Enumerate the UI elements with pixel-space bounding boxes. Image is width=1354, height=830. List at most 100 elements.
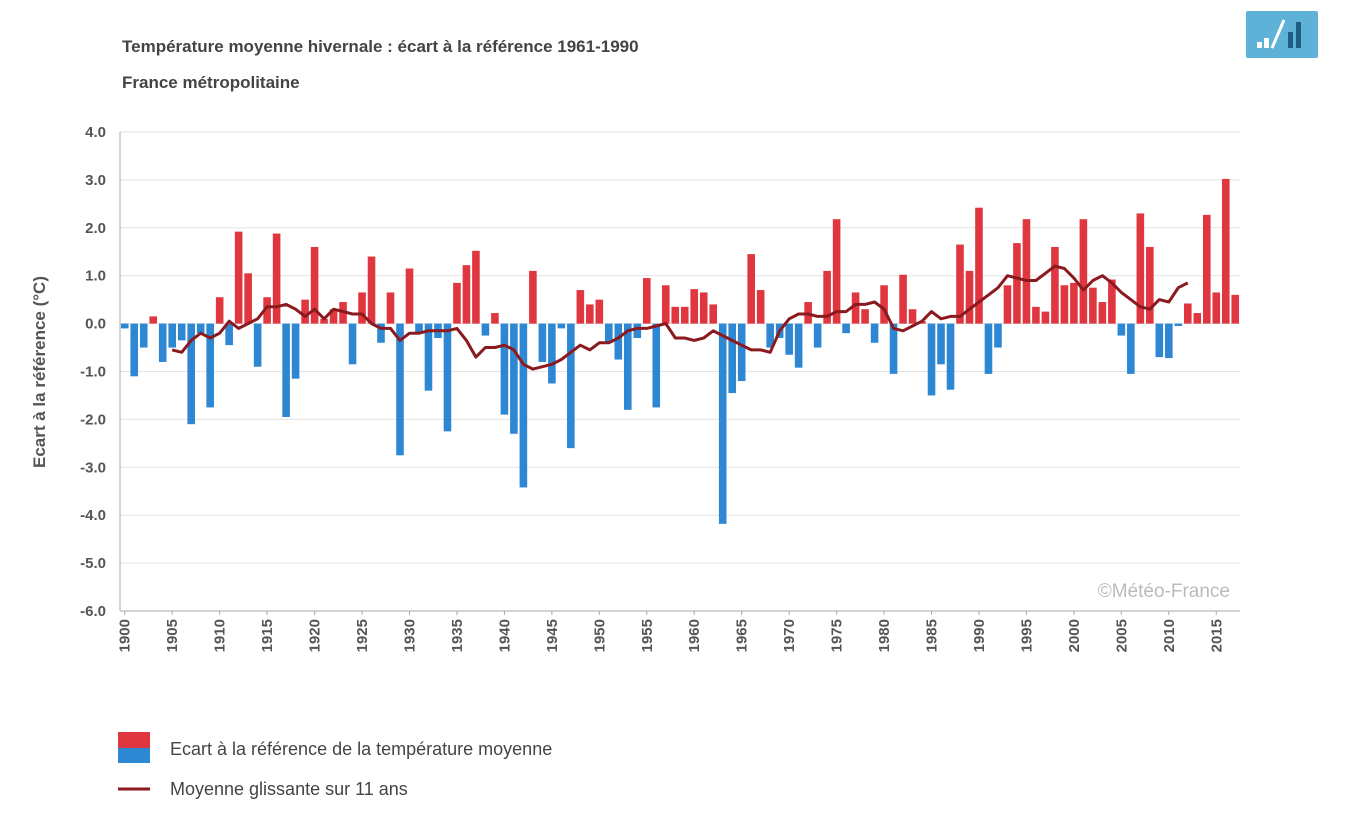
bar xyxy=(1165,323,1173,359)
bar xyxy=(187,323,195,425)
bar xyxy=(586,304,594,324)
bar xyxy=(1146,246,1154,324)
bar xyxy=(215,297,224,324)
bar xyxy=(272,233,281,324)
bar xyxy=(1051,246,1059,324)
bar xyxy=(747,254,755,324)
x-tick-label: 1995 xyxy=(1018,619,1035,652)
bar xyxy=(557,323,566,329)
bar xyxy=(794,323,803,368)
bar xyxy=(937,323,945,365)
x-tick-label: 1925 xyxy=(354,619,371,652)
bar xyxy=(756,290,765,324)
x-tick-label: 1980 xyxy=(876,619,893,652)
bar xyxy=(927,323,936,396)
bar xyxy=(1136,213,1145,324)
legend-swatch-positive xyxy=(118,732,150,748)
bar xyxy=(443,323,452,432)
bar xyxy=(301,299,309,324)
bar xyxy=(253,323,262,367)
y-tick-label: -2.0 xyxy=(80,411,106,428)
bar xyxy=(196,323,205,334)
bar xyxy=(453,282,461,324)
bar xyxy=(842,323,850,334)
x-tick-label: 1965 xyxy=(734,619,751,652)
x-tick-label: 1940 xyxy=(496,619,513,652)
bar xyxy=(956,244,964,324)
bar xyxy=(605,323,613,343)
bar xyxy=(699,292,708,324)
x-tick-label: 1915 xyxy=(259,619,276,652)
bar xyxy=(728,323,736,394)
bar xyxy=(624,323,632,410)
bar xyxy=(1155,323,1164,358)
y-tick-label: -6.0 xyxy=(80,603,106,620)
bar xyxy=(320,318,328,324)
bar xyxy=(671,306,680,324)
bar xyxy=(899,274,907,324)
bar xyxy=(633,323,642,338)
bar xyxy=(813,323,822,348)
bar xyxy=(1117,323,1126,336)
bar xyxy=(234,231,243,324)
bar xyxy=(367,256,376,324)
x-tick-label: 1930 xyxy=(401,619,418,652)
x-tick-label: 1900 xyxy=(117,619,134,652)
bar xyxy=(1174,323,1183,326)
bar xyxy=(1184,303,1192,324)
x-tick-label: 2015 xyxy=(1208,619,1225,652)
bar xyxy=(946,323,955,390)
bar xyxy=(889,323,898,374)
bar xyxy=(329,309,338,324)
bar xyxy=(614,323,623,360)
bar xyxy=(737,323,746,382)
bar xyxy=(225,323,233,346)
bar xyxy=(861,309,869,324)
bar xyxy=(1079,219,1088,324)
bar xyxy=(415,323,423,334)
bar xyxy=(576,290,585,324)
bar xyxy=(177,323,186,341)
x-tick-label: 1985 xyxy=(924,619,941,652)
bar xyxy=(680,306,689,324)
x-tick-label: 1975 xyxy=(829,619,846,652)
x-tick-label: 1960 xyxy=(686,619,703,652)
y-tick-label: -3.0 xyxy=(80,459,106,476)
x-tick-label: 1935 xyxy=(449,619,466,652)
bar xyxy=(690,289,699,324)
bar xyxy=(718,323,727,524)
bar xyxy=(1108,279,1116,324)
bar xyxy=(1041,311,1050,324)
bar xyxy=(1070,282,1078,324)
bar xyxy=(1221,178,1230,324)
x-tick-label: 1945 xyxy=(544,619,561,652)
bar xyxy=(149,316,158,324)
y-tick-label: 0.0 xyxy=(85,316,106,333)
bar xyxy=(851,292,860,324)
y-tick-label: -5.0 xyxy=(80,555,106,572)
y-tick-label: 1.0 xyxy=(85,268,106,285)
bar xyxy=(424,323,433,391)
bar xyxy=(1193,313,1202,324)
y-axis-title: Ecart à la référence (°C) xyxy=(30,276,49,468)
bar xyxy=(472,250,480,324)
chart-type-icon[interactable] xyxy=(1246,11,1318,58)
bar xyxy=(310,246,319,324)
bar xyxy=(1032,306,1040,324)
bar xyxy=(548,323,556,384)
x-tick-label: 1910 xyxy=(212,619,229,652)
bar xyxy=(908,309,917,324)
bar xyxy=(291,323,300,379)
bar xyxy=(1022,219,1031,324)
bar xyxy=(120,323,129,329)
bar xyxy=(984,323,993,374)
x-tick-label: 1920 xyxy=(307,619,324,652)
bar xyxy=(358,292,366,324)
x-tick-label: 1905 xyxy=(164,619,181,652)
bar xyxy=(1089,287,1097,324)
bar xyxy=(377,323,385,343)
bar xyxy=(652,323,661,408)
bar xyxy=(642,278,651,324)
bar xyxy=(405,268,414,324)
